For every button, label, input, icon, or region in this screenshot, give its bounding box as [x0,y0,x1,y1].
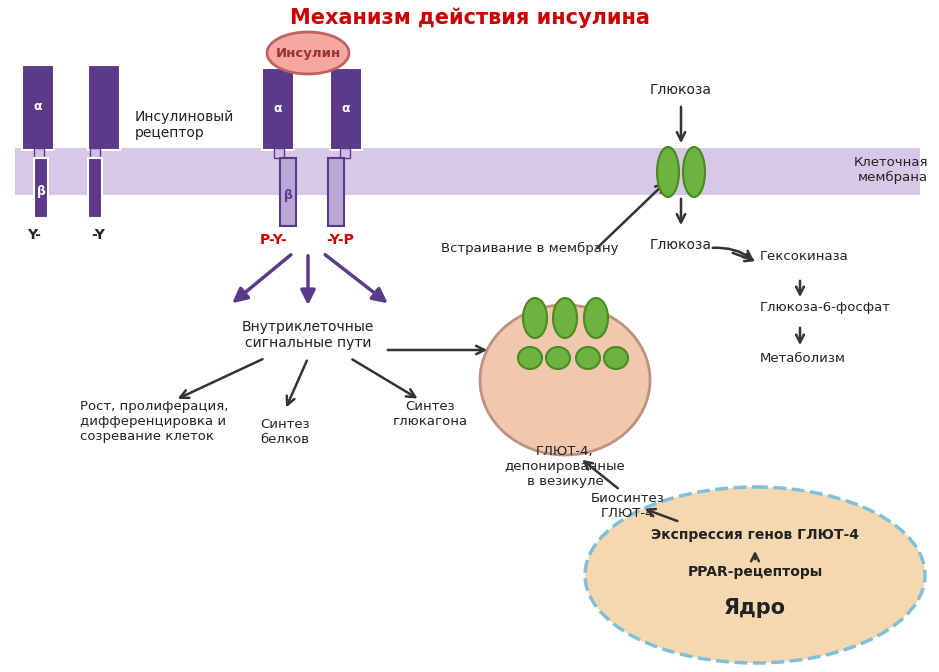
Text: Внутриклеточные
сигнальные пути: Внутриклеточные сигнальные пути [242,320,374,350]
Text: Встраивание в мембрану: Встраивание в мембрану [441,241,619,255]
Text: -Y-P: -Y-P [326,233,354,247]
Text: PPAR-рецепторы: PPAR-рецепторы [687,565,823,579]
Text: Синтез
белков: Синтез белков [260,418,310,446]
Ellipse shape [523,298,547,338]
Ellipse shape [518,347,542,369]
Ellipse shape [576,347,600,369]
Text: Синтез
глюкагона: Синтез глюкагона [393,400,468,428]
Text: Клеточная
мембрана: Клеточная мембрана [854,156,928,184]
Ellipse shape [585,487,925,663]
Ellipse shape [546,347,570,369]
Text: Рост, пролиферация,
дифференцировка и
созревание клеток: Рост, пролиферация, дифференцировка и со… [80,400,228,443]
Text: Инсулин: Инсулин [275,46,341,60]
Text: Механизм действия инсулина: Механизм действия инсулина [290,8,650,28]
Bar [15,148,920,195]
Bar [330,68,362,150]
Text: α: α [34,101,42,114]
Text: Инсулиновый
рецептор: Инсулиновый рецептор [135,110,235,140]
Ellipse shape [480,305,650,455]
Ellipse shape [683,147,705,197]
Text: Глюкоза: Глюкоза [650,238,712,252]
Bar [88,65,120,150]
Bar [280,158,296,226]
Bar [328,158,344,226]
Text: ГЛЮТ-4,
депонированные
в везикуле: ГЛЮТ-4, депонированные в везикуле [504,445,625,488]
Text: Глюкоза: Глюкоза [650,83,712,97]
Text: α: α [342,101,350,114]
Text: Метаболизм: Метаболизм [760,351,846,364]
Ellipse shape [657,147,679,197]
Text: Y-: Y- [27,228,41,242]
Text: α: α [273,101,283,114]
Text: β: β [284,189,292,202]
Text: Гексокиназа: Гексокиназа [760,249,849,263]
Bar [274,148,284,158]
Text: Экспрессия генов ГЛЮТ-4: Экспрессия генов ГЛЮТ-4 [651,528,859,542]
Bar [90,148,100,158]
Text: Глюкоза-6-фосфат: Глюкоза-6-фосфат [760,302,891,314]
Bar [88,158,102,218]
Bar [340,148,350,158]
Ellipse shape [604,347,628,369]
Ellipse shape [584,298,608,338]
Bar [34,158,48,218]
Ellipse shape [267,32,349,74]
Bar [22,65,54,150]
Text: P-Y-: P-Y- [260,233,288,247]
Bar [34,148,44,158]
Text: Ядро: Ядро [724,598,786,618]
Ellipse shape [553,298,577,338]
Text: β: β [37,185,45,198]
Text: -Y: -Y [91,228,105,242]
Text: Биосинтез
ГЛЮТ-4: Биосинтез ГЛЮТ-4 [592,492,665,520]
Bar [262,68,294,150]
